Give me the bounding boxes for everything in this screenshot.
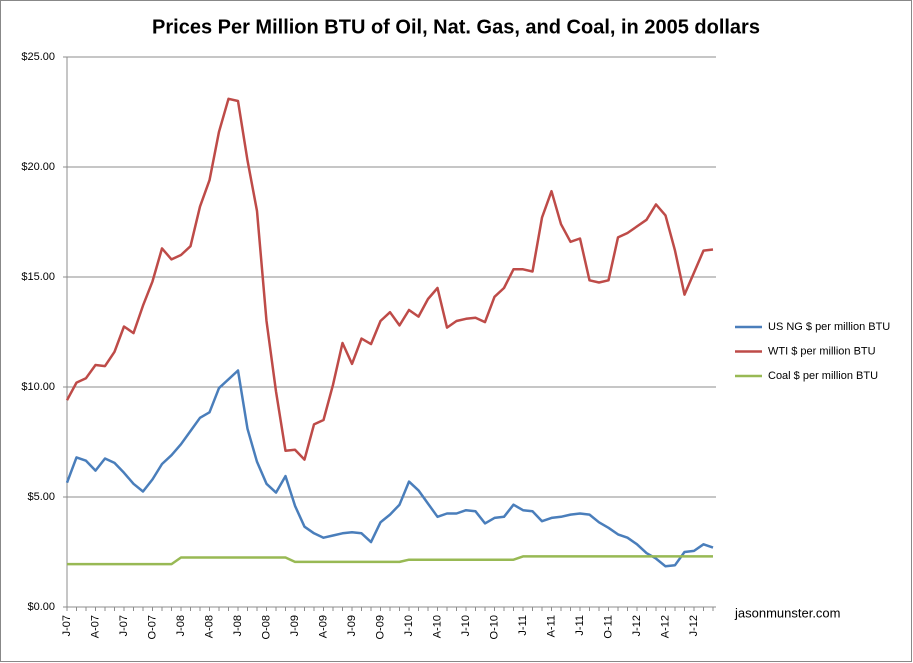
x-tick-label: A-12 bbox=[659, 615, 671, 638]
annotation: jasonmunster.com bbox=[734, 605, 841, 620]
x-tick-label: J-07 bbox=[118, 615, 130, 636]
legend-label: US NG $ per million BTU bbox=[768, 321, 890, 333]
x-tick-label: A-09 bbox=[317, 615, 329, 638]
x-tick-label: J-11 bbox=[574, 615, 586, 636]
y-tick-label: $5.00 bbox=[27, 491, 55, 503]
legend-label: WTI $ per million BTU bbox=[768, 345, 876, 357]
x-tick-label: O-07 bbox=[146, 615, 158, 639]
x-tick-label: J-09 bbox=[346, 615, 358, 636]
x-tick-label: J-12 bbox=[688, 615, 700, 636]
y-tick-label: $25.00 bbox=[21, 51, 55, 63]
x-tick-label: J-07 bbox=[61, 615, 73, 636]
x-tick-label: J-11 bbox=[517, 615, 529, 636]
y-tick-label: $15.00 bbox=[21, 271, 55, 283]
y-tick-label: $10.00 bbox=[21, 381, 55, 393]
series-line bbox=[65, 97, 714, 461]
legend-label: Coal $ per million BTU bbox=[768, 370, 878, 382]
x-tick-label: J-08 bbox=[232, 615, 244, 636]
series-line bbox=[65, 369, 714, 568]
x-tick-label: O-09 bbox=[374, 615, 386, 639]
y-tick-label: $20.00 bbox=[21, 161, 55, 173]
x-tick-label: O-10 bbox=[488, 615, 500, 639]
chart-title: Prices Per Million BTU of Oil, Nat. Gas,… bbox=[152, 16, 760, 38]
x-tick-label: J-10 bbox=[403, 615, 415, 636]
x-tick-label: O-11 bbox=[602, 615, 614, 639]
x-tick-label: J-10 bbox=[460, 615, 472, 636]
x-tick-label: A-08 bbox=[203, 615, 215, 638]
series-line bbox=[67, 555, 713, 566]
y-tick-label: $0.00 bbox=[27, 601, 55, 613]
x-tick-label: A-07 bbox=[89, 615, 101, 638]
x-tick-label: A-11 bbox=[545, 615, 557, 637]
x-tick-label: O-08 bbox=[260, 615, 272, 639]
x-tick-label: A-10 bbox=[431, 615, 443, 638]
x-tick-label: J-09 bbox=[289, 615, 301, 636]
x-tick-label: J-12 bbox=[631, 615, 643, 636]
x-tick-label: J-08 bbox=[175, 615, 187, 636]
